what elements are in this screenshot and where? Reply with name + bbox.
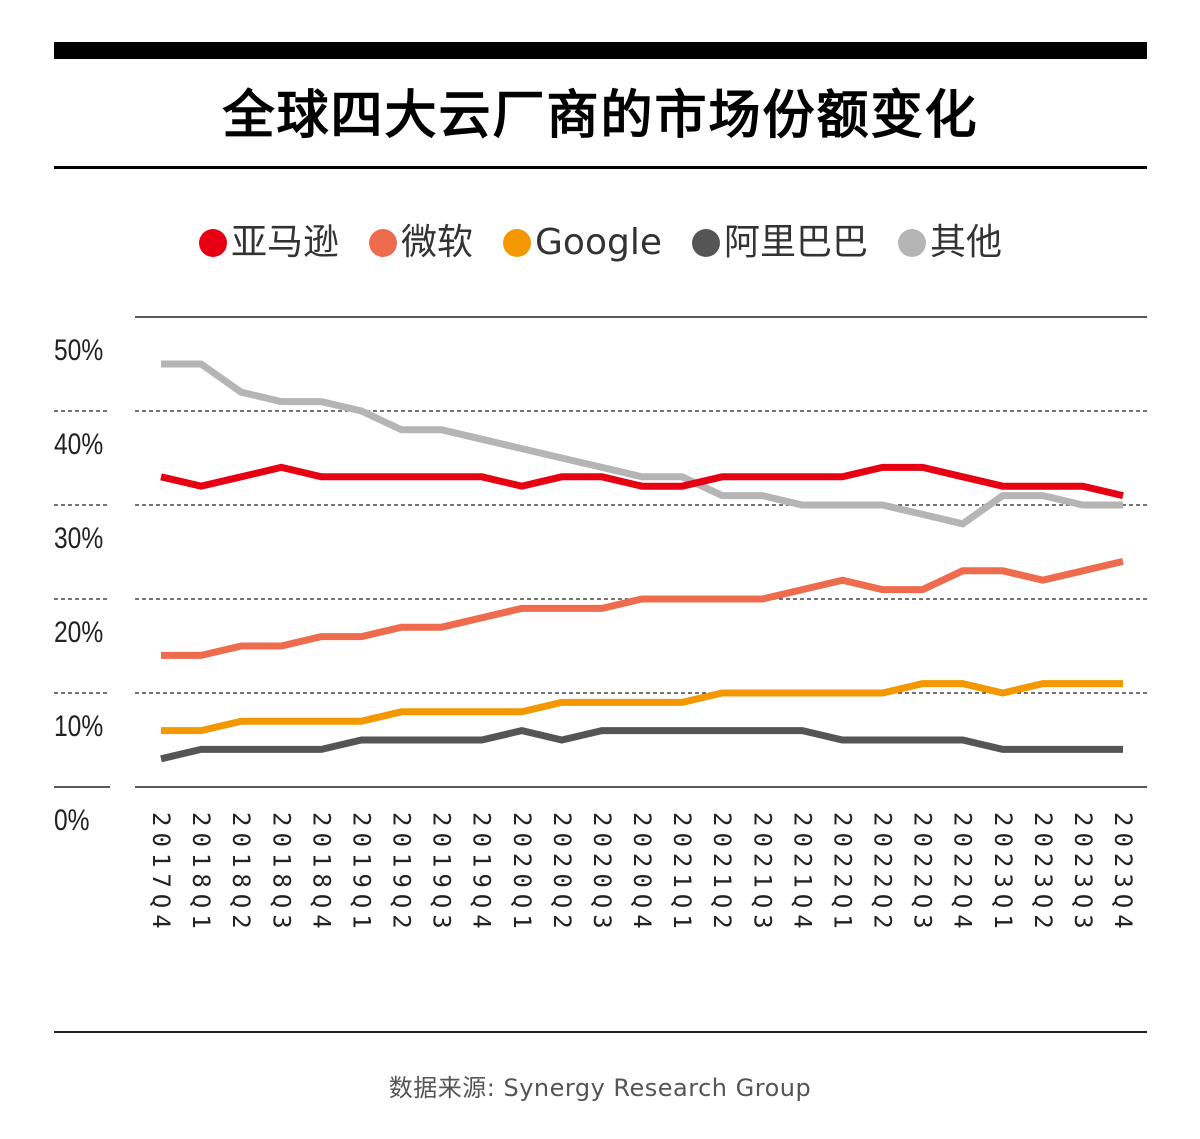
y-tick-label: 10% [54, 709, 103, 743]
y-tick-label: 40% [54, 427, 103, 461]
x-tick-label: 2018Q2 [227, 812, 255, 935]
x-tick-label: 2021Q2 [708, 812, 736, 935]
x-tick-label: 2023Q1 [989, 812, 1017, 935]
x-tick-label: 2019Q2 [388, 812, 416, 935]
y-tick-label: 30% [54, 521, 103, 555]
x-tick-label: 2018Q4 [307, 812, 335, 935]
x-tick-label: 2020Q3 [588, 812, 616, 935]
x-tick-label: 2022Q1 [828, 812, 856, 935]
x-tick-label: 2022Q2 [869, 812, 897, 935]
x-tick-label: 2022Q3 [909, 812, 937, 935]
series-line [161, 684, 1123, 731]
x-tick-label: 2020Q1 [508, 812, 536, 935]
footer-divider [54, 1031, 1147, 1033]
series-line [161, 364, 1123, 524]
y-tick-label: 20% [54, 615, 103, 649]
x-tick-label: 2019Q1 [347, 812, 375, 935]
x-tick-label: 2019Q4 [468, 812, 496, 935]
x-tick-label: 2023Q3 [1069, 812, 1097, 935]
x-tick-label: 2020Q2 [548, 812, 576, 935]
series-line [161, 467, 1123, 495]
y-tick-label: 50% [54, 333, 103, 367]
y-tick-label: 0% [54, 803, 90, 837]
x-tick-label: 2023Q4 [1109, 812, 1137, 935]
series-line [161, 731, 1123, 759]
x-tick-label: 2023Q2 [1029, 812, 1057, 935]
x-tick-label: 2021Q4 [788, 812, 816, 935]
source-note: 数据来源: Synergy Research Group [0, 1068, 1200, 1103]
x-tick-label: 2021Q1 [668, 812, 696, 935]
series-line [161, 561, 1123, 655]
x-tick-label: 2021Q3 [748, 812, 776, 935]
x-tick-label: 2017Q4 [147, 812, 175, 935]
x-tick-label: 2018Q1 [187, 812, 215, 935]
x-tick-label: 2020Q4 [628, 812, 656, 935]
x-tick-label: 2022Q4 [949, 812, 977, 935]
x-tick-label: 2019Q3 [428, 812, 456, 935]
x-tick-label: 2018Q3 [267, 812, 295, 935]
